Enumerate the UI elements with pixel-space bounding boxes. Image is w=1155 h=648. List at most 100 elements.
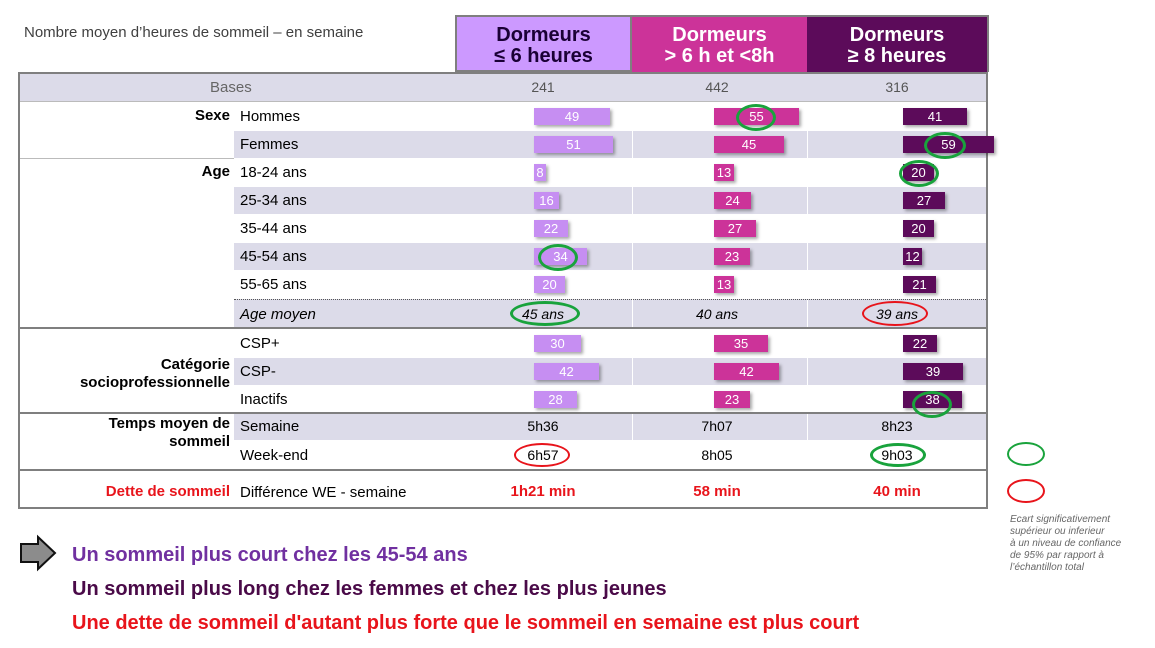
bases-value: 442 [705,79,729,95]
column-header-line1: Dormeurs [672,24,767,46]
significance-circle-green [538,244,578,271]
row-label: Hommes [240,108,301,125]
significance-circle-green [912,391,952,418]
significance-circle-red [862,301,928,326]
divider-line [20,327,986,329]
divider-line [20,469,986,471]
bar-value: 23 [714,248,750,265]
bases-row-bg [20,74,986,101]
bar-value: 42 [534,363,599,380]
row-label: 55-65 ans [240,276,307,293]
group-label-line: Catégorie [160,356,230,373]
column-header-line2: > 6 h et <8h [664,45,775,67]
bar-value: 49 [534,108,610,125]
row-label-semaine: Semaine [240,418,300,435]
table-title: Nombre moyen d’heures de sommeil – en se… [24,24,364,41]
significance-circle-red [514,443,570,467]
row-bg-csp-minus [234,358,986,385]
weekend-value: 8h05 [701,447,733,463]
divider-line [20,158,234,159]
legend-line: supérieur ou inferieur [1010,526,1105,537]
column-header-line2: ≥ 8 heures [847,45,947,67]
difference-value: 40 min [873,483,921,500]
bases-value: 241 [531,79,555,95]
bar-value: 13 [714,276,734,293]
group-label-line: sommeil [169,433,230,450]
bar-value: 41 [903,108,967,125]
bar-value: 23 [714,391,750,408]
legend-circle-green [1007,442,1045,466]
group-label-line: socioprofessionnelle [79,374,230,391]
legend-line: de 95% par rapport à [1010,550,1104,561]
difference-value: 58 min [693,483,741,500]
group-label-temps: Temps moyen de sommeil [40,415,230,451]
bases-label: Bases [210,79,252,96]
row-label-weekend: Week-end [240,447,309,464]
divider-line [20,412,986,414]
bar-value: 22 [903,335,937,352]
bar-value: 20 [903,220,934,237]
bar-value: 12 [903,248,922,265]
bar-value: 39 [903,363,963,380]
bar-value: 51 [534,136,613,153]
column-header-line1: Dormeurs [849,24,945,46]
table-frame [18,72,988,509]
row-label: CSP+ [240,335,280,352]
column-header-long-sleepers: Dormeurs ≥ 8 heures [807,15,989,72]
conclusion-line-1: Un sommeil plus court chez les 45-54 ans [72,544,468,566]
legend-line: l’échantillon total [1010,562,1084,573]
row-label-difference: Différence WE - semaine [240,484,407,501]
column-header-line1: Dormeurs [496,24,591,46]
bar-value: 27 [714,220,756,237]
significance-circle-green [870,443,926,467]
bar-value: 45 [714,136,784,153]
row-bg-age-moyen [234,299,986,327]
bar-value: 22 [534,220,568,237]
semaine-value: 7h07 [701,418,733,434]
bar-value: 42 [714,363,779,380]
conclusion-line-2: Un sommeil plus long chez les femmes et … [72,578,667,600]
bar-value: 35 [714,335,768,352]
bar-value: 21 [903,276,936,293]
group-label-age: Age [201,163,230,180]
row-label-age-moyen: Age moyen [240,306,316,323]
row-label: CSP- [240,363,276,380]
row-label: Femmes [240,136,299,153]
dotted-divider [234,299,986,300]
significance-circle-green [924,132,966,159]
bases-value: 316 [885,79,909,95]
conclusion-line-3: Une dette de sommeil d'autant plus forte… [72,612,860,634]
row-bg-25-34 [234,187,986,214]
significance-circle-green [899,160,939,187]
row-label: 18-24 ans [240,164,307,181]
column-header-medium-sleepers: Dormeurs > 6 h et <8h [632,15,807,72]
legend-circle-red [1007,479,1045,503]
bar-value: 30 [534,335,581,352]
bar-value: 8 [534,164,546,181]
legend-line: Ecart significativement [1010,514,1111,525]
age-moyen-value: 40 ans [695,306,739,322]
group-label-dette: Dette de sommeil [105,483,230,500]
bar-value: 24 [714,192,751,209]
column-header-short-sleepers: Dormeurs ≤ 6 heures [455,15,632,72]
significance-circle-green [510,301,580,326]
legend-line: à un niveau de confiance [1010,538,1122,549]
semaine-value: 5h36 [527,418,559,434]
arrow-right-icon [20,534,57,572]
column-header-line2: ≤ 6 heures [494,45,593,67]
group-label-line: Temps moyen de [108,415,230,432]
difference-value: 1h21 min [510,483,576,500]
semaine-value: 8h23 [881,418,913,434]
row-label: 25-34 ans [240,192,307,209]
bar-value: 13 [714,164,734,181]
row-label: Inactifs [240,391,288,408]
bar-value: 20 [534,276,565,293]
significance-circle-green [736,104,776,131]
group-label-sexe: Sexe [194,107,230,124]
row-label: 35-44 ans [240,220,307,237]
bar-value: 27 [903,192,945,209]
divider-line [20,101,986,102]
legend-text: Ecart significativement supérieur ou inf… [1010,514,1121,574]
column-divider [632,101,633,471]
bar-value: 28 [534,391,577,408]
